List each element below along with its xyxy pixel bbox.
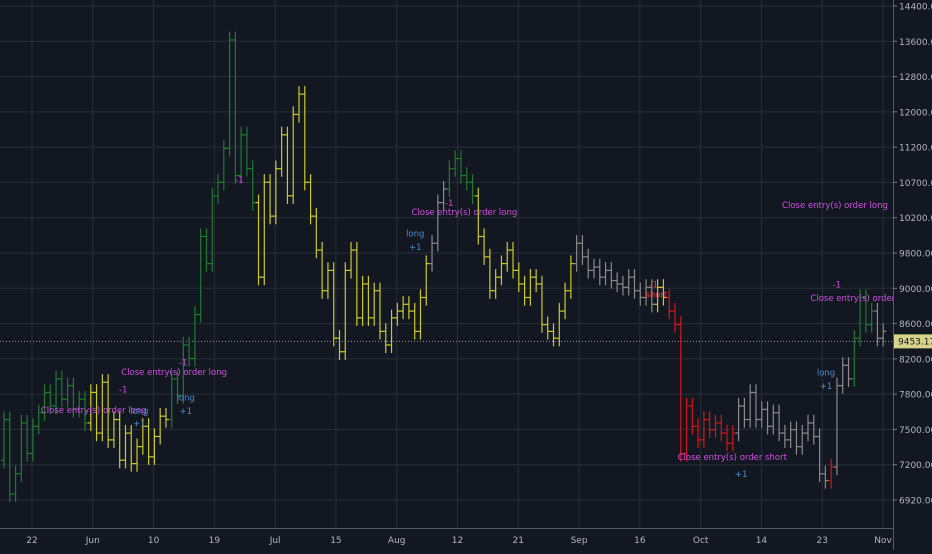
price-tick-label: 14400.00 bbox=[899, 3, 932, 13]
price-bars bbox=[1, 31, 887, 503]
time-tick-label: Jul bbox=[269, 536, 281, 546]
grid bbox=[0, 0, 893, 528]
price-segment-down bbox=[828, 458, 835, 489]
price-tick-label: 11200.00 bbox=[899, 144, 932, 154]
price-tick-label: 9800.00 bbox=[899, 250, 932, 260]
strategy-label-entry: +1 bbox=[409, 243, 422, 253]
price-segment-sideways bbox=[874, 302, 887, 347]
strategy-label-close: -1 bbox=[445, 199, 453, 209]
price-segment-neutral bbox=[475, 187, 574, 347]
price-segment-neutral bbox=[87, 374, 169, 472]
strategy-label-close: Close entry(s) order short bbox=[678, 453, 788, 463]
price-tick-label: 9000.00 bbox=[899, 285, 932, 295]
price-segment-up bbox=[446, 150, 476, 204]
strategy-label-close: -1 bbox=[235, 175, 243, 185]
price-segment-up bbox=[851, 289, 875, 387]
time-tick-label: 15 bbox=[330, 536, 341, 546]
price-axis-panel bbox=[893, 0, 932, 550]
price-segment-sideways bbox=[573, 235, 655, 313]
price-segment-neutral bbox=[255, 85, 430, 360]
strategy-label-close: Close entry(s) order long bbox=[782, 201, 888, 211]
price-segment-sideways bbox=[833, 357, 852, 476]
time-tick-label: Sep bbox=[571, 536, 588, 546]
strategy-label-entry: +1 bbox=[179, 407, 192, 417]
time-tick-label: 21 bbox=[513, 536, 524, 546]
strategy-label-close: Close entry(s) order long bbox=[411, 208, 517, 218]
time-tick-label: 22 bbox=[26, 536, 37, 546]
strategy-label-short: short bbox=[645, 291, 668, 301]
price-segment-down bbox=[666, 289, 736, 462]
time-tick-label: 16 bbox=[634, 536, 646, 546]
price-tick-label: 7200.00 bbox=[899, 461, 932, 471]
time-tick-label: 14 bbox=[756, 536, 768, 546]
time-tick-label: Aug bbox=[388, 536, 406, 546]
price-segment-up bbox=[1, 370, 88, 503]
strategy-label-close: -1 bbox=[179, 358, 187, 368]
strategy-label-close: -1 bbox=[119, 385, 127, 395]
strategy-label-entry: +1 bbox=[735, 470, 748, 480]
price-tick-label: 8200.00 bbox=[899, 355, 932, 365]
current-price-label: 9453.17 bbox=[898, 337, 932, 347]
strategy-label-entry: +1 bbox=[133, 419, 146, 429]
strategy-label-close: Close entry(s) order long bbox=[121, 368, 227, 378]
price-tick-label: 12000.00 bbox=[899, 108, 932, 118]
time-tick-label: Nov bbox=[874, 536, 892, 546]
strategy-label-entry: +1 bbox=[820, 382, 833, 392]
strategy-label-close: Close entry(s) order bbox=[810, 294, 895, 304]
price-tick-label: 8600.00 bbox=[899, 320, 932, 330]
price-segment-sideways bbox=[429, 180, 447, 272]
time-tick-label: 23 bbox=[816, 536, 827, 546]
price-tick-label: 13600.00 bbox=[899, 38, 932, 48]
time-axis[interactable]: 22 Jun 10 19 Jul 15 Aug 12 21 Sep 16 Oct 14 23 Nov bbox=[0, 528, 893, 547]
price-axis[interactable]: 14400.00 13600.00 12800.00 12000.00 11200.00… bbox=[893, 0, 932, 550]
time-tick-label: 12 bbox=[452, 536, 463, 546]
price-segment-sideways bbox=[735, 384, 829, 489]
price-segment-up bbox=[168, 31, 256, 428]
strategy-label-entry: long bbox=[177, 394, 195, 404]
price-tick-label: 7500.00 bbox=[899, 426, 932, 436]
price-tick-label: 6920.00 bbox=[899, 497, 932, 507]
strategy-label-close: -1 bbox=[832, 280, 840, 290]
strategy-label-short: -1 bbox=[649, 280, 657, 290]
strategy-label-close: Close entry(s) order long bbox=[41, 406, 147, 416]
time-tick-label: Jun bbox=[85, 536, 100, 546]
strategy-label-entry: long bbox=[406, 229, 424, 239]
price-segment-neutral bbox=[654, 279, 667, 313]
time-tick-label: 19 bbox=[209, 536, 221, 546]
current-price-badge bbox=[894, 334, 932, 349]
time-tick-label: 10 bbox=[148, 536, 160, 546]
strategy-label-entry: long bbox=[817, 368, 835, 378]
price-tick-label: 7800.00 bbox=[899, 391, 932, 401]
time-tick-label: Oct bbox=[693, 536, 709, 546]
price-tick-label: 10200.00 bbox=[899, 214, 932, 224]
strategy-label-entry: long bbox=[130, 407, 148, 417]
price-tick-label: 10700.00 bbox=[899, 179, 932, 189]
price-tick-label: 12800.00 bbox=[899, 73, 932, 83]
